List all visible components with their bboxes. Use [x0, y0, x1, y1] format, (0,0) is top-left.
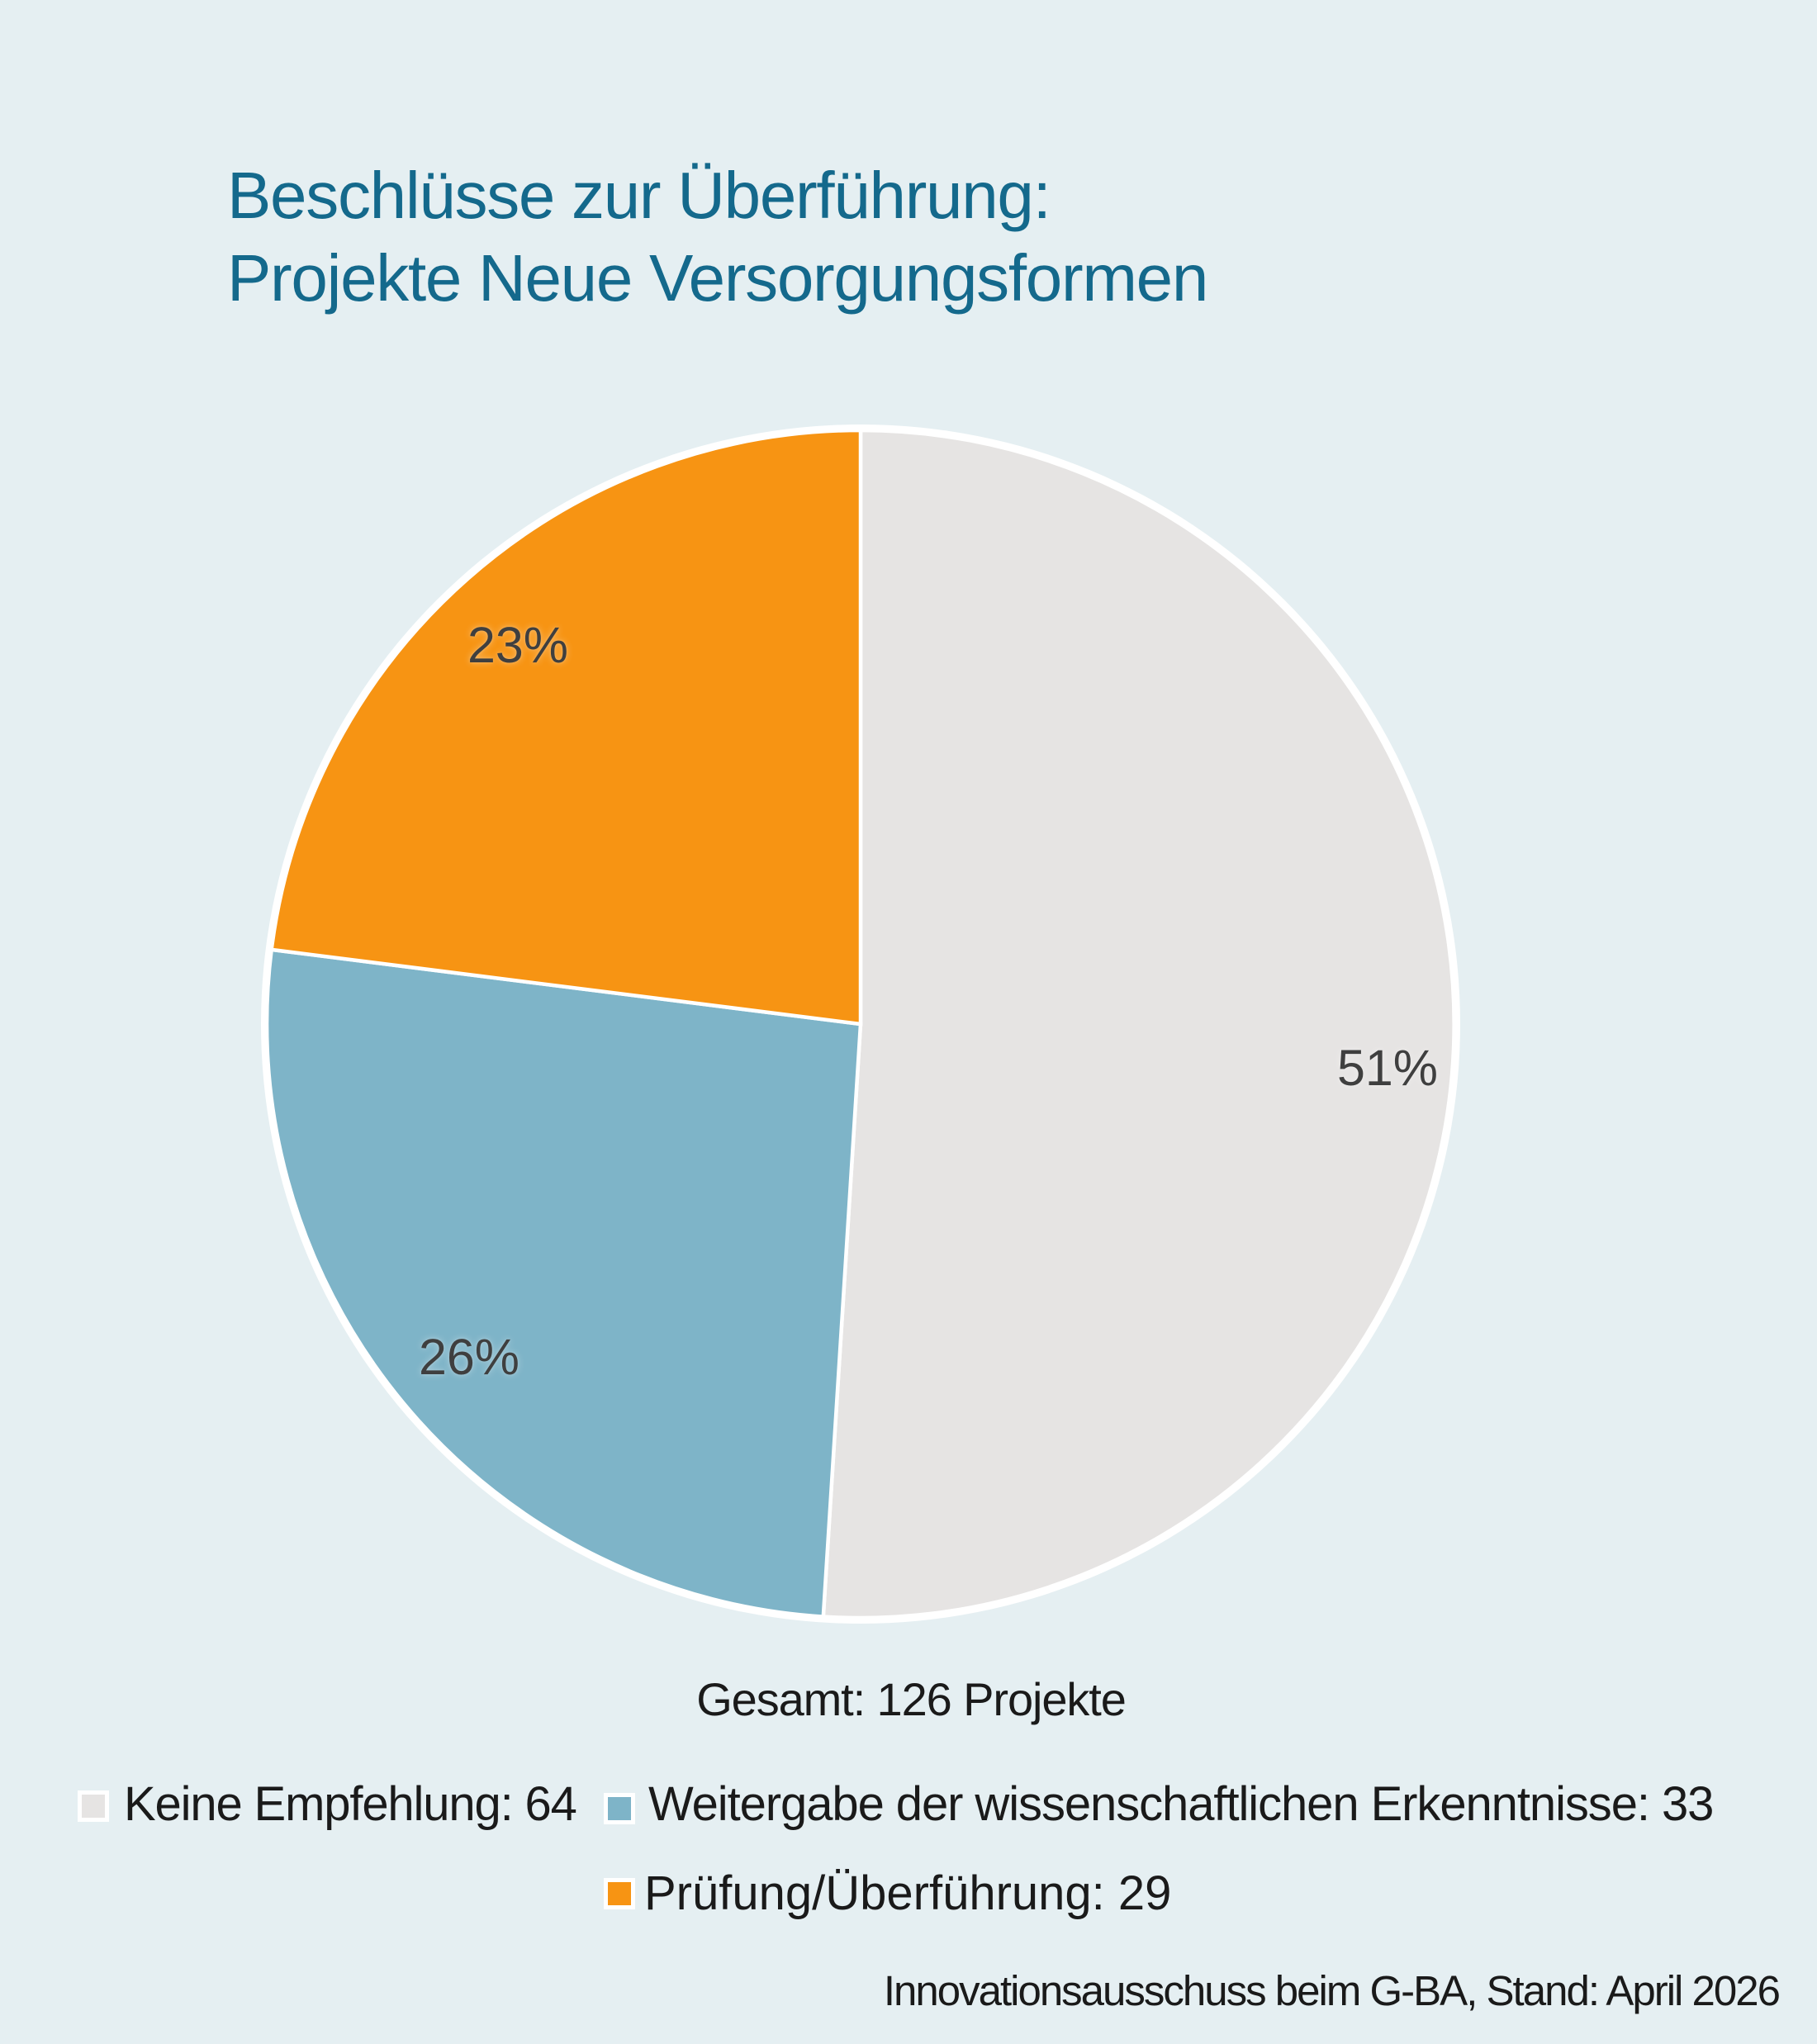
svg-text:51%: 51% — [1337, 1040, 1438, 1096]
svg-text:23%: 23% — [467, 617, 568, 673]
svg-text:26%: 26% — [419, 1329, 519, 1385]
